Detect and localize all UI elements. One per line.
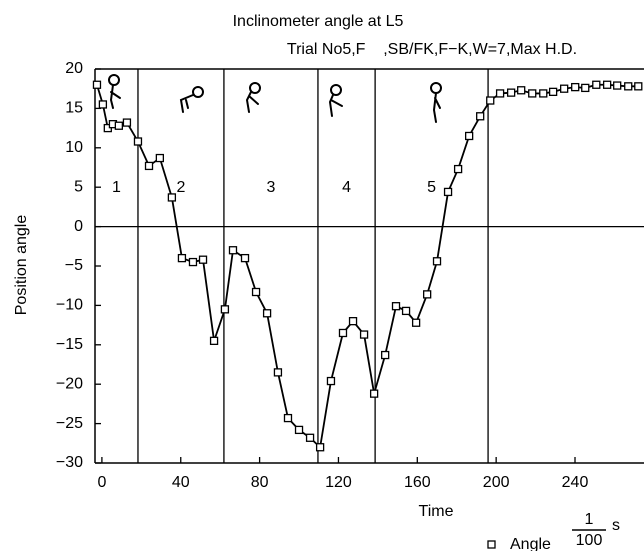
data-point — [443, 187, 453, 197]
data-point — [486, 96, 495, 105]
x-tick-label: 120 — [325, 474, 352, 491]
data-point — [634, 82, 643, 91]
data-point — [315, 443, 325, 452]
data-point — [144, 161, 154, 171]
data-point — [283, 413, 293, 423]
x-tick-label: 200 — [483, 474, 510, 491]
data-point — [98, 100, 108, 109]
posture-icon — [108, 74, 121, 109]
data-point — [571, 82, 580, 92]
x-tick-label: 160 — [404, 474, 431, 491]
data-point — [592, 80, 601, 89]
legend-label: Angle — [510, 536, 551, 551]
phase-label: 2 — [176, 179, 185, 196]
data-point — [92, 80, 102, 89]
data-point — [539, 89, 548, 98]
posture-icon — [179, 86, 204, 113]
y-tick-label: −25 — [56, 415, 83, 432]
data-point — [338, 328, 348, 338]
data-point — [613, 81, 622, 90]
legend-marker — [487, 540, 496, 549]
data-point — [228, 246, 238, 255]
y-tick-label: −10 — [56, 297, 83, 314]
data-point — [401, 306, 411, 316]
data-point — [240, 253, 250, 263]
data-point — [348, 317, 358, 326]
posture-icon — [328, 84, 343, 117]
data-point — [167, 193, 177, 202]
data-point — [369, 389, 379, 398]
data-point — [122, 118, 132, 127]
data-point — [464, 131, 474, 141]
data-point — [432, 257, 442, 266]
y-tick-label: −5 — [65, 257, 83, 274]
x-unit: s — [612, 517, 620, 534]
data-point — [251, 287, 261, 297]
data-point — [391, 302, 401, 311]
data-point — [262, 309, 272, 318]
x-tick-label: 40 — [172, 474, 190, 491]
phase-label: 1 — [112, 179, 121, 196]
data-point — [581, 83, 590, 93]
posture-icon — [245, 82, 261, 113]
data-point — [359, 330, 369, 339]
y-tick-label: 15 — [65, 100, 83, 117]
data-line — [96, 83, 639, 450]
data-point — [305, 433, 315, 442]
data-point — [326, 376, 336, 386]
data-point — [155, 153, 165, 163]
y-axis-label: Position angle — [13, 215, 30, 316]
y-tick-label: −20 — [56, 375, 83, 392]
phase-label: 4 — [342, 179, 351, 196]
chart-subtitle: Trial No5,F ,SB/FK,F−K,W=7,Max H.D. — [287, 41, 577, 58]
data-point — [548, 87, 558, 97]
posture-icons — [108, 74, 442, 123]
posture-icon — [430, 82, 442, 123]
phase-label: 3 — [266, 179, 275, 196]
data-point — [453, 164, 463, 174]
data-point — [506, 88, 516, 97]
data-point — [209, 336, 219, 346]
chart-title: Inclinometer angle at L5 — [233, 13, 404, 30]
data-point — [528, 89, 537, 98]
y-tick-label: −30 — [56, 454, 83, 471]
data-point — [177, 253, 187, 263]
data-point — [560, 84, 569, 93]
x-tick-label: 240 — [562, 474, 589, 491]
data-point — [381, 350, 390, 360]
y-tick-label: 20 — [65, 60, 83, 77]
data-point — [517, 86, 526, 95]
data-point — [133, 137, 143, 146]
phase-label: 5 — [427, 179, 436, 196]
data-point — [476, 112, 485, 121]
x-tick-label: 80 — [251, 474, 269, 491]
data-point — [188, 257, 198, 267]
y-tick-label: 10 — [65, 139, 83, 156]
x-axis-label: Time — [419, 503, 454, 520]
data-point — [220, 305, 230, 314]
data-point — [198, 255, 208, 264]
y-tick-label: −15 — [56, 336, 83, 353]
x-tick-label: 0 — [97, 474, 106, 491]
x-unit-numerator: 1 — [585, 511, 594, 528]
data-point — [294, 425, 304, 435]
data-point — [602, 80, 612, 89]
data-point — [114, 121, 124, 130]
data-point — [273, 368, 283, 377]
y-tick-label: 5 — [74, 178, 83, 195]
data-point — [411, 318, 421, 327]
x-unit-denominator: 100 — [576, 532, 603, 549]
data-point — [423, 290, 432, 299]
data-point — [624, 82, 633, 91]
data-point — [495, 89, 505, 98]
y-tick-label: 0 — [74, 218, 83, 235]
